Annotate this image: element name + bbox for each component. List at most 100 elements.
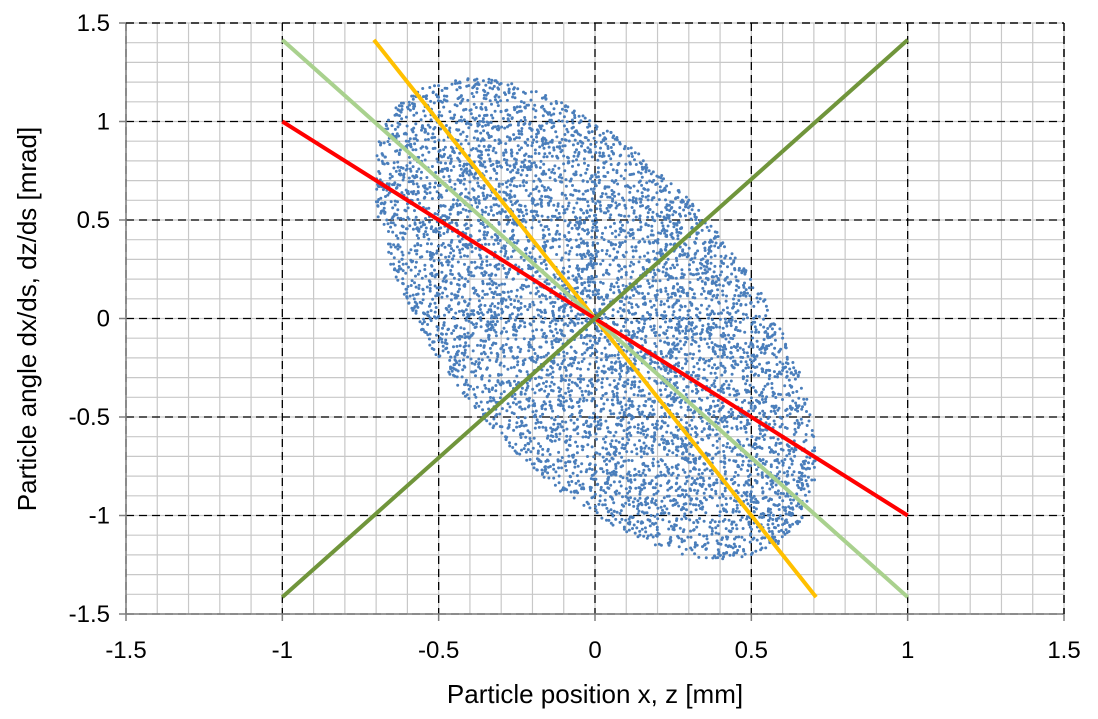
particle-point xyxy=(751,365,755,369)
particle-point xyxy=(462,284,466,287)
particle-point xyxy=(422,232,426,236)
particle-point xyxy=(421,145,425,149)
particle-point xyxy=(542,381,545,385)
particle-point xyxy=(440,114,444,118)
particle-point xyxy=(515,294,519,298)
particle-point xyxy=(644,340,648,344)
particle-point xyxy=(546,351,550,355)
particle-point xyxy=(707,229,711,233)
particle-point xyxy=(659,248,663,252)
particle-point xyxy=(516,239,520,243)
particle-point xyxy=(437,84,441,88)
particle-point xyxy=(618,377,622,381)
particle-point xyxy=(548,176,552,180)
particle-point xyxy=(757,374,761,377)
particle-point xyxy=(509,366,513,370)
particle-point xyxy=(417,287,421,290)
particle-point xyxy=(621,417,625,421)
particle-point xyxy=(394,275,398,279)
particle-point xyxy=(549,301,553,305)
particle-point xyxy=(649,514,653,517)
particle-point xyxy=(762,414,766,418)
particle-point xyxy=(754,314,758,318)
particle-point xyxy=(611,199,614,203)
particle-point xyxy=(553,171,556,175)
particle-point xyxy=(596,420,600,424)
particle-point xyxy=(680,552,684,556)
particle-point xyxy=(543,316,547,320)
particle-point xyxy=(549,329,553,333)
particle-point xyxy=(508,193,512,197)
particle-point xyxy=(630,305,634,309)
particle-point xyxy=(676,288,680,292)
particle-point xyxy=(513,201,517,205)
particle-point xyxy=(716,293,719,297)
particle-point xyxy=(498,363,502,367)
particle-point xyxy=(613,361,617,365)
particle-point xyxy=(537,152,541,155)
particle-point xyxy=(708,412,712,416)
particle-point xyxy=(731,526,735,530)
particle-point xyxy=(537,220,541,224)
particle-point xyxy=(667,190,671,194)
particle-point xyxy=(670,350,674,354)
particle-point xyxy=(607,154,611,158)
particle-point xyxy=(585,289,589,293)
particle-point xyxy=(692,352,695,356)
particle-point xyxy=(705,534,709,538)
particle-point xyxy=(598,133,602,137)
particle-point xyxy=(700,292,703,296)
particle-point xyxy=(554,322,558,326)
particle-point xyxy=(733,393,736,397)
particle-point xyxy=(408,137,412,141)
particle-point xyxy=(502,153,506,157)
particle-point xyxy=(483,225,487,229)
particle-point xyxy=(408,294,412,298)
particle-point xyxy=(689,529,692,533)
particle-point xyxy=(590,155,594,159)
particle-point xyxy=(531,218,535,222)
particle-point xyxy=(650,404,653,408)
particle-point xyxy=(567,252,571,256)
particle-point xyxy=(446,156,450,160)
particle-point xyxy=(512,133,516,137)
particle-point xyxy=(689,510,693,514)
particle-point xyxy=(727,333,730,337)
particle-point xyxy=(391,221,395,225)
particle-point xyxy=(561,144,565,148)
particle-point xyxy=(433,185,437,189)
particle-point xyxy=(757,315,761,318)
particle-point xyxy=(440,243,444,247)
particle-point xyxy=(576,425,580,429)
particle-point xyxy=(538,145,542,149)
particle-point xyxy=(708,476,711,480)
particle-point xyxy=(612,480,616,484)
particle-point xyxy=(555,253,559,256)
particle-point xyxy=(436,328,440,332)
particle-point xyxy=(725,275,729,279)
particle-point xyxy=(494,400,498,404)
particle-point xyxy=(419,176,423,180)
particle-point xyxy=(586,138,590,142)
particle-point xyxy=(467,387,471,391)
particle-point xyxy=(484,339,487,343)
particle-point xyxy=(721,494,725,498)
particle-point xyxy=(477,365,481,369)
particle-point xyxy=(591,416,595,420)
particle-point xyxy=(611,390,615,393)
particle-point xyxy=(580,352,584,356)
particle-point xyxy=(606,209,610,213)
particle-point xyxy=(571,184,574,187)
particle-point xyxy=(544,385,548,388)
particle-point xyxy=(429,99,433,103)
particle-point xyxy=(463,332,467,336)
particle-point xyxy=(705,422,709,426)
particle-point xyxy=(493,138,497,142)
particle-point xyxy=(671,213,675,217)
particle-point xyxy=(664,242,668,246)
particle-point xyxy=(693,545,697,549)
particle-point xyxy=(722,465,726,469)
particle-point xyxy=(596,241,600,245)
particle-point xyxy=(608,459,612,463)
particle-point xyxy=(484,83,488,87)
